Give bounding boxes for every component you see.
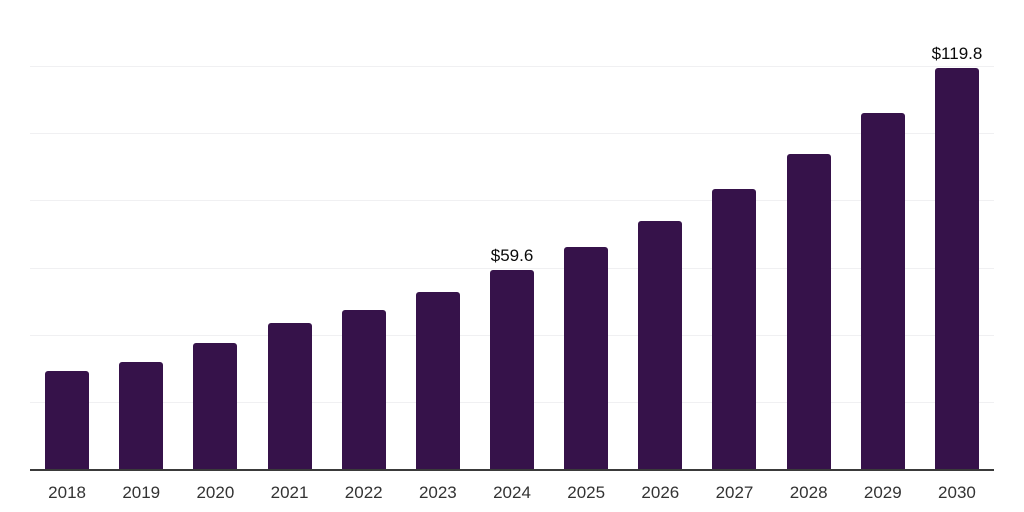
bar-slot-2019: [104, 0, 178, 470]
bar-slot-2024: $59.6: [475, 0, 549, 470]
x-axis-line: [30, 469, 994, 471]
bar-2022: [341, 309, 386, 470]
plot-area: $59.6 $119.8: [30, 0, 994, 471]
bar-2027: [712, 189, 757, 470]
value-label-2024: $59.6: [490, 245, 534, 265]
bar-2029: [860, 113, 905, 470]
bar-2030: [934, 67, 979, 470]
bar-slot-2026: [623, 0, 697, 470]
bar-2019: [119, 361, 164, 470]
bar-slot-2025: [549, 0, 623, 470]
x-tick-label-2023: 2023: [418, 483, 457, 502]
x-axis-labels: 2018 2019 2020 2021 2022 2023 2024 2025 2026 2027…: [30, 482, 994, 504]
x-tick-label-2028: 2028: [789, 483, 828, 502]
x-tick-label-2018: 2018: [48, 483, 86, 502]
bars-row: $59.6 $119.8: [30, 0, 994, 470]
bar-2020: [193, 343, 238, 470]
x-tick-label-2019: 2019: [122, 483, 161, 502]
bar-slot-2029: [846, 0, 920, 470]
x-tick-label-2022: 2022: [344, 483, 383, 502]
bar-slot-2018: [30, 0, 104, 470]
bar-slot-2020: [178, 0, 252, 470]
gridline-100: [30, 133, 994, 135]
x-tick-label-2030: 2030: [938, 483, 976, 502]
bar-2024: [490, 269, 535, 470]
gridline-120: [30, 66, 994, 68]
x-tick-label-2029: 2029: [863, 483, 902, 502]
bar-2018: [45, 370, 90, 470]
bar-slot-2021: [252, 0, 326, 470]
bar-2023: [415, 292, 460, 470]
gridline-60: [30, 267, 994, 269]
bar-2025: [564, 247, 609, 470]
x-tick-label-2026: 2026: [641, 483, 680, 502]
x-tick-label-2020: 2020: [196, 483, 235, 502]
value-label-2030: $119.8: [931, 43, 983, 63]
bar-slot-2023: [401, 0, 475, 470]
bar-slot-2030: $119.8: [920, 0, 994, 470]
bar-slot-2027: [697, 0, 771, 470]
bar-2026: [638, 220, 683, 470]
x-tick-label-2025: 2025: [567, 483, 606, 502]
x-tick-label-2027: 2027: [715, 483, 754, 502]
x-tick-label-2021: 2021: [270, 483, 309, 502]
x-tick-label-2024: 2024: [493, 483, 531, 502]
bar-slot-2022: [327, 0, 401, 470]
gridline-80: [30, 200, 994, 202]
bar-slot-2028: [772, 0, 846, 470]
bar-2021: [267, 322, 312, 470]
bar-2028: [786, 153, 831, 470]
